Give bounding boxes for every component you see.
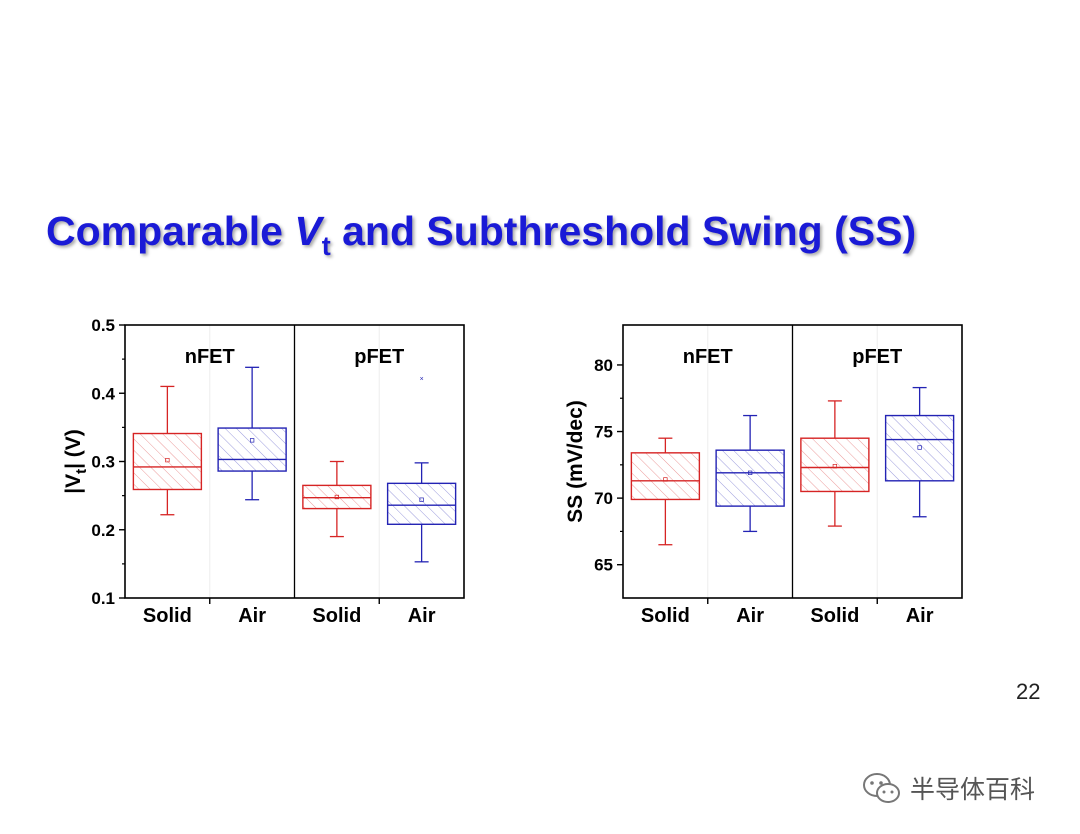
box-nfet-air xyxy=(715,414,785,533)
mean-marker xyxy=(419,497,424,502)
mean-marker xyxy=(747,470,753,475)
x-tick-label: Solid xyxy=(312,605,361,627)
slide-title: Comparable Vt and Subthreshold Swing (SS… xyxy=(46,208,916,262)
x-tick-label: Solid xyxy=(810,605,859,627)
box-pfet-air xyxy=(884,386,955,518)
y-tick-label: 0.2 xyxy=(91,521,115,540)
mean-marker xyxy=(249,438,255,443)
title-suffix: and Subthreshold Swing (SS) xyxy=(330,208,917,254)
y-tick-label: 75 xyxy=(594,423,613,442)
mean-marker xyxy=(832,464,838,469)
y-tick-label: 0.5 xyxy=(91,316,115,335)
mean-marker xyxy=(917,445,922,450)
page-number: 22 xyxy=(1016,679,1041,704)
box-iqr xyxy=(630,452,701,501)
box-iqr xyxy=(386,482,457,525)
x-tick-label: Solid xyxy=(143,605,192,627)
box-nfet-air xyxy=(217,366,287,501)
x-tick-label: Air xyxy=(736,605,764,627)
y-tick-label: 65 xyxy=(594,556,613,575)
y-tick-label: 80 xyxy=(594,356,613,375)
y-axis-label-pre: |V xyxy=(62,474,85,494)
box-iqr xyxy=(884,414,955,482)
box-nfet-solid xyxy=(132,385,203,516)
y-tick-label: 0.4 xyxy=(91,384,115,403)
x-tick-label: Air xyxy=(906,605,934,627)
y-axis-label: SS (mV/dec) xyxy=(564,400,587,523)
group-label: pFET xyxy=(354,346,404,368)
outlier-marker: × xyxy=(420,376,424,383)
box-nfet-solid xyxy=(630,437,701,546)
mean-marker xyxy=(334,494,340,500)
box-pfet-air: × xyxy=(386,376,457,563)
y-axis-label-sub: t xyxy=(73,469,90,474)
title-prefix: Comparable xyxy=(46,208,295,254)
box-iqr xyxy=(800,437,870,493)
title-v-subscript: t xyxy=(321,231,331,261)
group-label: nFET xyxy=(185,346,235,368)
y-tick-label: 0.3 xyxy=(91,453,115,472)
mean-marker xyxy=(663,477,668,482)
y-axis-label-post: | (V) xyxy=(62,429,85,469)
box-iqr xyxy=(217,427,287,472)
y-tick-label: 70 xyxy=(594,489,613,508)
group-label: pFET xyxy=(852,346,902,368)
box-pfet-solid xyxy=(302,460,372,538)
x-tick-label: Solid xyxy=(641,605,690,627)
box-pfet-solid xyxy=(800,400,870,527)
y-axis-label: |Vt| (V) xyxy=(62,429,90,494)
box-iqr xyxy=(715,449,785,507)
mean-marker xyxy=(165,457,170,463)
x-tick-label: Air xyxy=(238,605,266,627)
wechat-icon xyxy=(863,773,900,803)
title-v: V xyxy=(294,208,322,254)
watermark-text: 半导体百科 xyxy=(910,775,1036,804)
watermark: 半导体百科 xyxy=(862,768,1035,808)
x-tick-label: Air xyxy=(408,605,436,627)
group-label: nFET xyxy=(683,346,733,368)
y-tick-label: 0.1 xyxy=(91,589,115,608)
box-iqr xyxy=(132,432,203,491)
